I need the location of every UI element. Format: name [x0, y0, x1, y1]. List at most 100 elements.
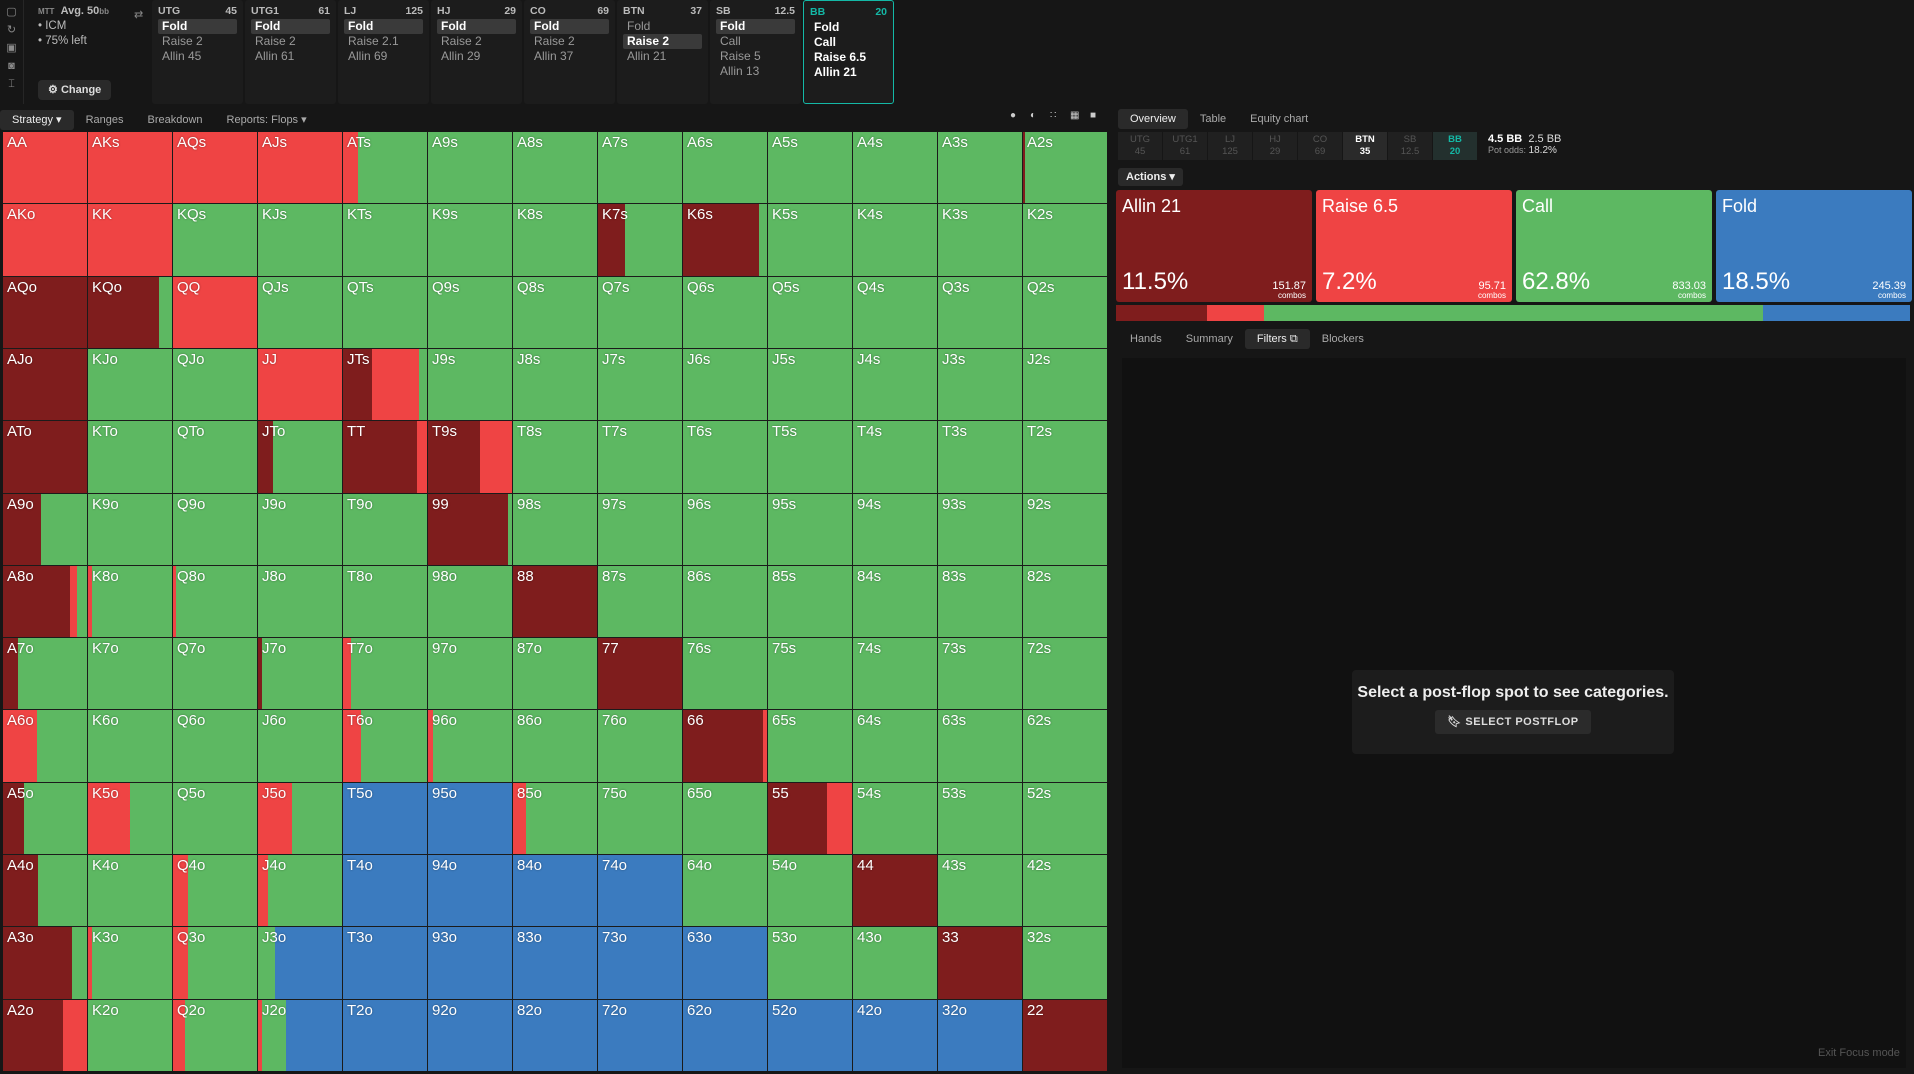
hand-cell[interactable]: K7s	[598, 204, 682, 276]
hand-cell[interactable]: A7s	[598, 132, 682, 204]
position-action[interactable]: Raise 6.5	[814, 50, 867, 64]
hand-cell[interactable]: A6s	[683, 132, 767, 204]
strip-utg1[interactable]: UTG1 61	[1163, 132, 1207, 160]
strip-sb[interactable]: SB 12.5	[1388, 132, 1432, 160]
position-card-hj[interactable]: HJ 29 Fold Raise 2 Allin 29	[431, 0, 522, 104]
hand-cell[interactable]: J9s	[428, 348, 512, 421]
save-icon[interactable]: ▣	[6, 42, 17, 54]
grid-view-icon[interactable]: ▦	[1070, 110, 1080, 121]
hand-cell[interactable]: 42o	[853, 999, 937, 1071]
hand-cell[interactable]: 43o	[853, 927, 937, 999]
hand-cell[interactable]: K6o	[88, 710, 172, 782]
hand-cell[interactable]: QJs	[258, 276, 342, 348]
small-grid-icon[interactable]: ∷	[1050, 110, 1057, 121]
hand-cell[interactable]: K5s	[768, 204, 852, 276]
refresh-icon[interactable]: ↻	[6, 24, 17, 36]
hand-cell[interactable]: A4s	[853, 132, 937, 204]
tab-table[interactable]: Table	[1199, 113, 1227, 125]
hand-cell[interactable]: 66	[683, 710, 767, 782]
hand-cell[interactable]: T2o	[343, 999, 427, 1071]
hand-cell[interactable]: 74s	[853, 638, 937, 710]
tab-overview[interactable]: Overview	[1118, 109, 1188, 129]
hand-cell[interactable]: 86s	[683, 565, 767, 638]
action-card-fold[interactable]: Fold 18.5% 245.39 combos	[1716, 190, 1912, 302]
hand-cell[interactable]: Q5o	[173, 782, 257, 855]
position-action[interactable]: Fold	[814, 20, 840, 34]
hand-cell[interactable]: J5o	[258, 782, 342, 855]
hand-cell[interactable]: K9o	[88, 493, 172, 565]
hand-cell[interactable]: QTs	[343, 276, 427, 348]
hand-cell[interactable]: T3o	[343, 927, 427, 999]
hand-cell[interactable]: A9o	[3, 493, 87, 565]
hand-cell[interactable]: K8s	[513, 204, 597, 276]
hand-cell[interactable]: 76o	[598, 710, 682, 782]
tab-hands[interactable]: Hands	[1130, 333, 1162, 345]
hand-cell[interactable]: 43s	[938, 855, 1022, 927]
position-action[interactable]: Allin 37	[534, 49, 574, 63]
hand-cell[interactable]: J2o	[258, 999, 342, 1071]
tab-ranges[interactable]: Ranges	[85, 114, 124, 126]
hand-cell[interactable]: 87s	[598, 565, 682, 638]
hand-cell[interactable]: T6s	[683, 421, 767, 493]
strip-bb[interactable]: BB 20	[1433, 132, 1477, 160]
hand-cell[interactable]: 96s	[683, 493, 767, 565]
strip-btn[interactable]: BTN 35	[1343, 132, 1387, 160]
position-action[interactable]: Allin 61	[255, 49, 295, 63]
hand-cell[interactable]: AKs	[88, 132, 172, 204]
hand-cell[interactable]: 54o	[768, 855, 852, 927]
hand-cell[interactable]: 33	[938, 927, 1022, 999]
action-card-allin[interactable]: Allin 21 11.5% 151.87 combos	[1116, 190, 1312, 302]
hand-cell[interactable]: Q9o	[173, 493, 257, 565]
hand-cell[interactable]: AJs	[258, 132, 342, 204]
action-card-call[interactable]: Call 62.8% 833.03 combos	[1516, 190, 1712, 302]
hand-cell[interactable]: A5o	[3, 782, 87, 855]
hand-cell[interactable]: K3o	[88, 927, 172, 999]
hand-cell[interactable]: 82s	[1023, 565, 1107, 638]
swap-icon[interactable]: ⇄	[134, 9, 144, 21]
hand-cell[interactable]: 85s	[768, 565, 852, 638]
tab-blockers[interactable]: Blockers	[1321, 333, 1364, 345]
hand-cell[interactable]: A8s	[513, 132, 597, 204]
tab-equity-chart[interactable]: Equity chart	[1250, 113, 1309, 125]
contrast-icon[interactable]: ◐	[1030, 110, 1037, 121]
hand-cell[interactable]: JTo	[258, 421, 342, 493]
hand-cell[interactable]: T7o	[343, 638, 427, 710]
hand-cell[interactable]: AQo	[3, 276, 87, 348]
hand-cell[interactable]: 32s	[1023, 927, 1107, 999]
hand-cell[interactable]: QQ	[173, 276, 257, 348]
position-action[interactable]: Raise 2	[255, 34, 296, 48]
hand-cell[interactable]: 83s	[938, 565, 1022, 638]
hand-cell[interactable]: 92o	[428, 999, 512, 1071]
position-action[interactable]: Allin 69	[348, 49, 388, 63]
action-card-raise[interactable]: Raise 6.5 7.2% 95.71 combos	[1316, 190, 1512, 302]
hand-cell[interactable]: 84s	[853, 565, 937, 638]
hand-cell[interactable]: 93o	[428, 927, 512, 999]
square-view-icon[interactable]: ■	[1090, 110, 1097, 121]
hand-cell[interactable]: 88	[513, 565, 597, 638]
hand-cell[interactable]: J5s	[768, 348, 852, 421]
hand-cell[interactable]: 65o	[683, 782, 767, 855]
hand-cell[interactable]: Q3o	[173, 927, 257, 999]
hand-cell[interactable]: 62o	[683, 999, 767, 1071]
hand-cell[interactable]: 92s	[1023, 493, 1107, 565]
position-action[interactable]: Allin 21	[627, 49, 667, 63]
hand-cell[interactable]: T9s	[428, 421, 512, 493]
hand-cell[interactable]: J4s	[853, 348, 937, 421]
hand-cell[interactable]: K5o	[88, 782, 172, 855]
position-action[interactable]: Allin 21	[814, 65, 857, 79]
hand-cell[interactable]: J6o	[258, 710, 342, 782]
hand-cell[interactable]: 98o	[428, 565, 512, 638]
position-action[interactable]: Raise 5	[720, 49, 761, 63]
hand-cell[interactable]: 52s	[1023, 782, 1107, 855]
position-card-utg1[interactable]: UTG1 61 Fold Raise 2 Allin 61	[245, 0, 336, 104]
hand-cell[interactable]: 75o	[598, 782, 682, 855]
hand-cell[interactable]: K7o	[88, 638, 172, 710]
position-card-sb[interactable]: SB 12.5 Fold Call Raise 5 Allin 13	[710, 0, 801, 104]
hand-cell[interactable]: JTs	[343, 348, 427, 421]
hand-cell[interactable]: ATo	[3, 421, 87, 493]
hand-cell[interactable]: A3o	[3, 927, 87, 999]
hand-cell[interactable]: 42s	[1023, 855, 1107, 927]
hand-cell[interactable]: JJ	[258, 348, 342, 421]
hand-cell[interactable]: A6o	[3, 710, 87, 782]
hand-cell[interactable]: TT	[343, 421, 427, 493]
